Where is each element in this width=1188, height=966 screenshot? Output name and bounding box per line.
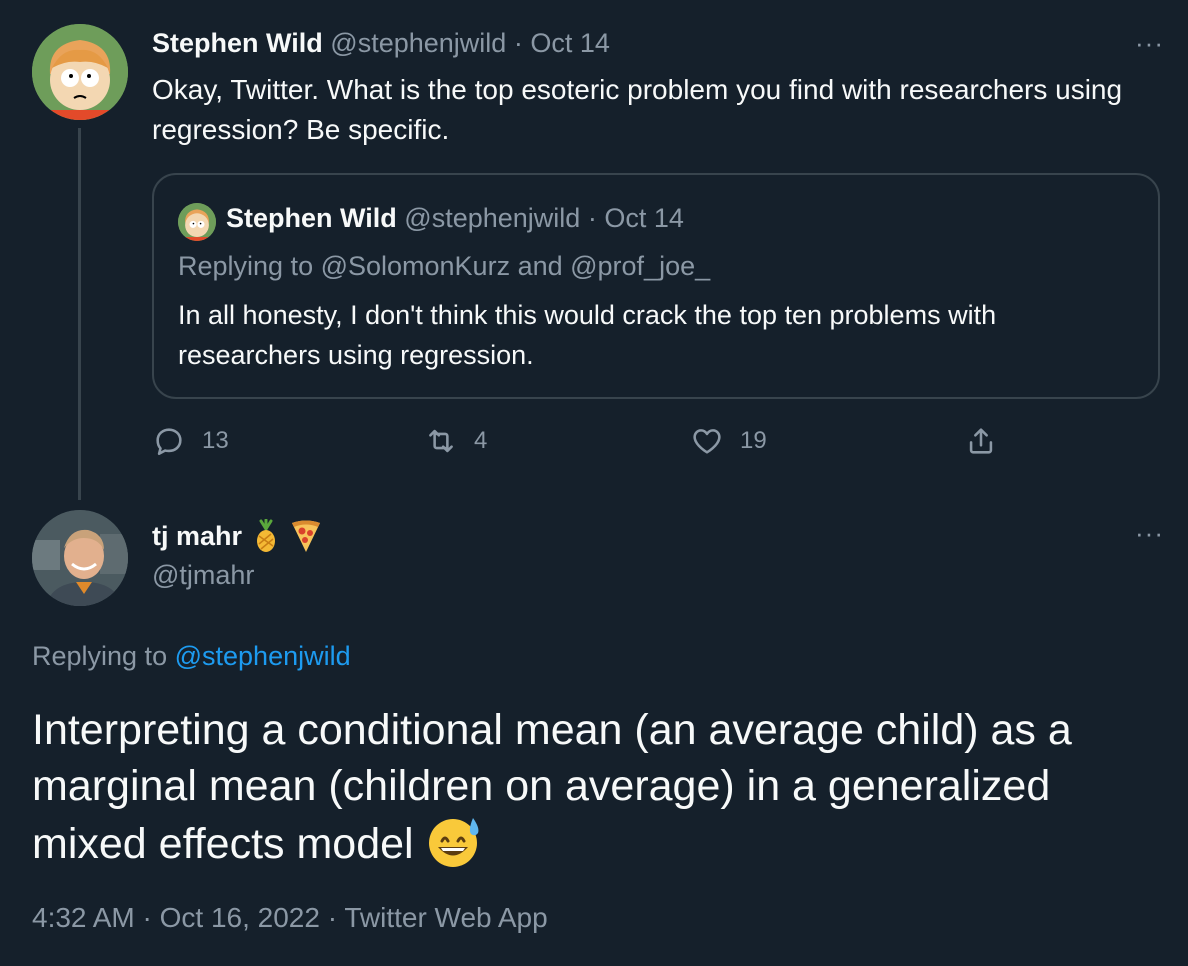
reply-display-name-row: tj mahr	[152, 518, 322, 554]
quoted-handle: @stephenjwild	[404, 203, 581, 233]
tj-mahr-avatar[interactable]	[32, 510, 128, 606]
parent-tweet-text: Okay, Twitter. What is the top esoteric …	[152, 74, 1123, 145]
like-count: 19	[740, 427, 767, 454]
retweet-count: 4	[474, 427, 488, 454]
heart-icon	[693, 429, 721, 454]
share-icon	[969, 428, 993, 454]
share-button[interactable]	[964, 424, 998, 458]
replying-to-handle-link[interactable]: @stephenjwild	[174, 641, 351, 671]
retweet-button[interactable]: 4	[424, 424, 487, 458]
parent-action-bar: 13 4 19	[152, 424, 1012, 464]
pineapple-emoji	[257, 519, 276, 552]
replying-to-prefix: Replying to	[32, 641, 168, 671]
reply-timestamp-source[interactable]: 4:32 AM · Oct 16, 2022 · Twitter Web App	[32, 902, 548, 933]
quoted-tweet-text: In all honesty, I don't think this would…	[178, 300, 997, 370]
pizza-emoji	[292, 520, 321, 552]
parent-display-name[interactable]: Stephen Wild	[152, 28, 323, 58]
parent-more-options-icon[interactable]: ···	[1135, 28, 1164, 58]
reply-tweet-text: Interpreting a conditional mean (an aver…	[32, 702, 1162, 872]
reply-display-name[interactable]: tj mahr	[152, 520, 243, 551]
grinning-sweat-emoji	[428, 818, 479, 867]
reply-handle[interactable]: @tjmahr	[152, 560, 255, 590]
like-button[interactable]: 19	[690, 424, 767, 458]
quoted-display-name: Stephen Wild	[226, 203, 397, 233]
parent-date[interactable]: Oct 14	[530, 28, 610, 58]
thread-connector-line	[78, 128, 81, 500]
reply-text-content: Interpreting a conditional mean (an aver…	[32, 706, 1072, 868]
quoted-date: Oct 14	[604, 203, 684, 233]
quoted-tweet-card[interactable]: Stephen Wild @stephenjwild · Oct 14 Repl…	[152, 173, 1160, 399]
quoted-avatar	[178, 203, 216, 241]
retweet-icon	[429, 429, 453, 453]
parent-tweet-header: Stephen Wild @stephenjwild · Oct 14	[152, 28, 610, 59]
parent-handle[interactable]: @stephenjwild	[330, 28, 507, 58]
quoted-separator: ·	[587, 203, 597, 233]
reply-replying-to: Replying to @stephenjwild	[32, 641, 351, 672]
parent-separator: ·	[513, 28, 523, 58]
reply-more-options-icon[interactable]: ···	[1135, 518, 1164, 548]
reply-icon	[156, 428, 182, 456]
quoted-header: Stephen Wild @stephenjwild · Oct 14	[226, 203, 684, 234]
reply-count: 13	[202, 427, 229, 454]
reply-button[interactable]: 13	[152, 424, 229, 458]
quoted-replying-to: Replying to @SolomonKurz and @prof_joe_	[178, 251, 711, 281]
stephen-wild-avatar[interactable]	[32, 24, 128, 120]
